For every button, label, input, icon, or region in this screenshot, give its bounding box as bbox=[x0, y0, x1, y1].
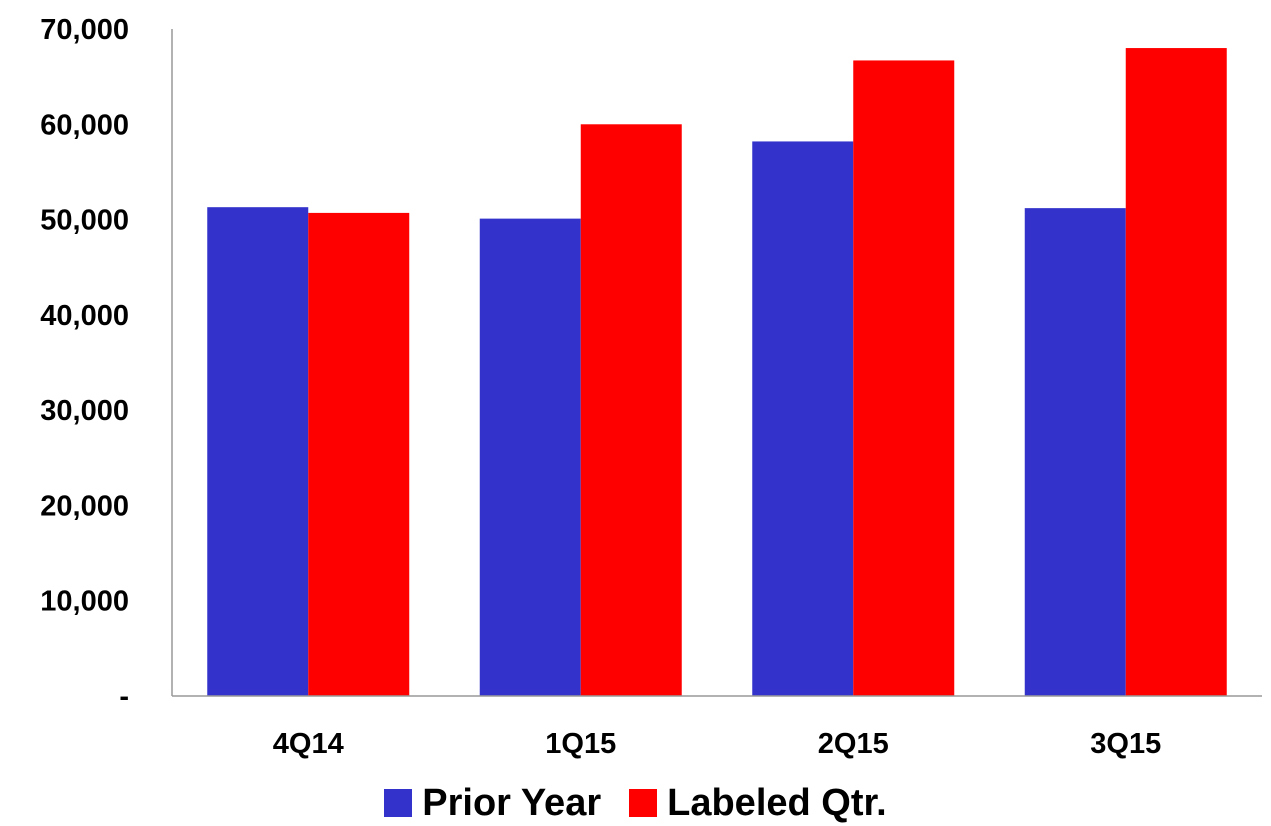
y-tick-label: 30,000 bbox=[40, 395, 129, 427]
legend-swatch-prior-year bbox=[384, 789, 413, 817]
y-axis-tick-labels: - 10,000 20,000 30,000 40,000 50,000 60,000 70,… bbox=[40, 14, 129, 713]
bars bbox=[207, 48, 1227, 697]
y-tick-label: 40,000 bbox=[40, 300, 129, 332]
bar-4q14-prior-year bbox=[207, 207, 309, 697]
bar-1q15-labeled-qtr bbox=[580, 124, 682, 697]
bar-chart: - 10,000 20,000 30,000 40,000 50,000 60,000 70,… bbox=[40, 14, 1262, 760]
legend: Prior Year Labeled Qtr. bbox=[0, 780, 1271, 826]
x-category-label: 2Q15 bbox=[818, 728, 889, 760]
x-category-label: 4Q14 bbox=[273, 728, 344, 760]
x-category-label: 1Q15 bbox=[545, 728, 616, 760]
bar-4q14-labeled-qtr bbox=[308, 212, 410, 696]
y-tick-label: 10,000 bbox=[40, 586, 129, 618]
bar-2q15-labeled-qtr bbox=[853, 60, 955, 697]
legend-item-labeled-qtr: Labeled Qtr. bbox=[629, 782, 887, 825]
legend-label-prior-year: Prior Year bbox=[422, 781, 602, 824]
bar-1q15-prior-year bbox=[479, 218, 581, 696]
bar-3q15-prior-year bbox=[1024, 208, 1126, 696]
y-tick-label: 60,000 bbox=[40, 109, 129, 141]
legend-swatch-labeled-qtr bbox=[629, 789, 658, 817]
legend-label-labeled-qtr: Labeled Qtr. bbox=[667, 781, 887, 824]
legend-item-prior-year: Prior Year bbox=[384, 782, 601, 825]
x-category-label: 3Q15 bbox=[1090, 728, 1161, 760]
y-tick-label: 70,000 bbox=[40, 14, 129, 46]
y-tick-label: 20,000 bbox=[40, 490, 129, 522]
y-tick-label: - bbox=[119, 681, 129, 713]
axes bbox=[171, 29, 1262, 697]
bar-2q15-prior-year bbox=[752, 141, 854, 697]
x-axis-category-labels: 4Q14 1Q15 2Q15 3Q15 bbox=[273, 728, 1161, 760]
bar-3q15-labeled-qtr bbox=[1125, 48, 1227, 697]
y-tick-label: 50,000 bbox=[40, 205, 129, 237]
